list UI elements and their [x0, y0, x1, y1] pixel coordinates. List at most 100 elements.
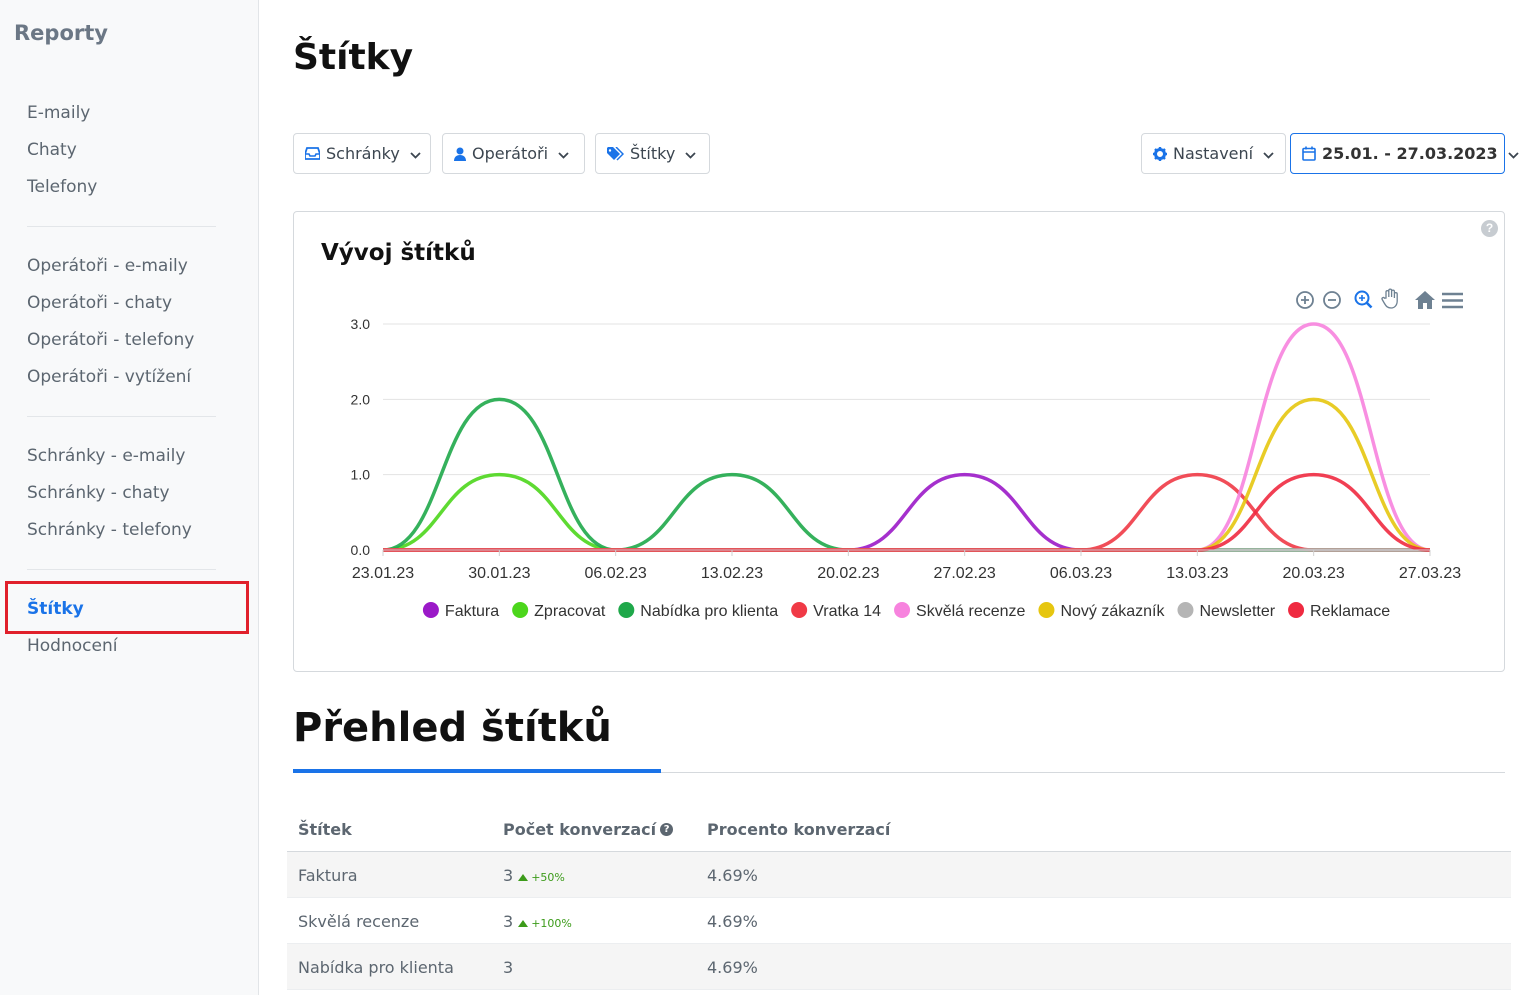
sidebar-divider — [27, 416, 216, 417]
sidebar-item-phones[interactable]: Telefony — [27, 177, 98, 197]
tags-table: Štítek Počet konverzací? Procento konver… — [287, 808, 1511, 990]
y-tick-label: 2.0 — [351, 391, 371, 407]
legend-item[interactable]: Vratka 14 — [791, 602, 881, 620]
y-tick-label: 1.0 — [351, 467, 371, 483]
x-tick-label: 20.03.23 — [1283, 565, 1345, 582]
tag-cell: Skvělá recenze — [298, 912, 420, 931]
legend-item[interactable]: Faktura — [422, 602, 499, 620]
mailboxes-filter-label: Schránky — [326, 144, 400, 163]
table-header: Štítek Počet konverzací? Procento konver… — [287, 808, 1511, 852]
column-header-label: Štítek — [298, 820, 352, 839]
sidebar-item-mailboxes-chats[interactable]: Schránky - chaty — [27, 483, 170, 503]
question-icon[interactable]: ? — [660, 823, 674, 836]
legend-label: Reklamace — [1310, 603, 1390, 620]
zoom-out-icon[interactable] — [1323, 291, 1341, 309]
sidebar-divider — [27, 569, 216, 570]
operators-filter-label: Operátoři — [472, 144, 549, 163]
chart-card: Vývoj štítků ? 0.0 1.0 2.0 3.0 — [293, 211, 1505, 672]
sidebar-item-operators-workload[interactable]: Operátoři - vytížení — [27, 367, 192, 387]
trend-badge: +50% — [518, 871, 565, 884]
help-icon[interactable]: ? — [1481, 220, 1498, 237]
x-tick-label: 06.02.23 — [585, 565, 647, 582]
chevron-down-icon — [1263, 144, 1274, 163]
triangle-up-icon — [518, 874, 529, 881]
sidebar-item-ratings[interactable]: Hodnocení — [27, 636, 118, 656]
legend-item[interactable]: Newsletter — [1177, 602, 1276, 620]
x-tick-label: 20.02.23 — [817, 565, 879, 582]
selection-zoom-icon[interactable] — [1354, 290, 1373, 309]
tag-cell: Nabídka pro klienta — [298, 958, 454, 977]
chevron-down-icon — [410, 144, 421, 163]
x-tick-label: 06.03.23 — [1050, 565, 1112, 582]
percent-cell: 4.69% — [707, 912, 758, 931]
table-row[interactable]: Faktura 3 +50% 4.69% — [287, 852, 1511, 898]
legend-item[interactable]: Nabídka pro klienta — [618, 602, 778, 620]
sidebar-item-operators-phones[interactable]: Operátoři - telefony — [27, 330, 195, 350]
sidebar-item-operators-chats[interactable]: Operátoři - chaty — [27, 293, 173, 313]
legend-marker — [1177, 602, 1194, 618]
count-cell: 3 +100% — [503, 912, 572, 931]
percent-cell: 4.69% — [707, 958, 758, 977]
legend-marker — [894, 602, 911, 618]
x-tick-label: 13.03.23 — [1166, 565, 1228, 582]
legend-marker — [1288, 602, 1305, 618]
zoom-in-icon[interactable] — [1296, 291, 1314, 309]
x-tick-label: 27.03.23 — [1399, 565, 1461, 582]
legend-item[interactable]: Zpracovat — [512, 602, 606, 620]
sidebar-item-operators-emails[interactable]: Operátoři - e-maily — [27, 256, 188, 276]
sidebar: Reporty E-maily Chaty Telefony Operátoři… — [0, 0, 259, 995]
tags-filter-label: Štítky — [630, 144, 676, 163]
legend-label: Faktura — [445, 603, 499, 620]
legend-label: Nový zákazník — [1060, 603, 1165, 620]
trend-value: +100% — [531, 917, 572, 930]
column-header-label: Procento konverzací — [707, 820, 891, 839]
legend-marker — [1038, 602, 1055, 618]
count-cell: 3 — [503, 958, 513, 977]
mailboxes-filter-button[interactable]: Schránky — [293, 133, 431, 174]
page-title: Štítky — [293, 37, 414, 78]
date-range-picker[interactable]: 25.01. - 27.03.2023 — [1290, 133, 1519, 174]
count-value: 3 — [503, 866, 514, 885]
x-tick-label: 27.02.23 — [934, 565, 996, 582]
sidebar-item-tags[interactable]: Štítky — [27, 599, 84, 619]
table-row[interactable]: Nabídka pro klienta 3 4.69% — [287, 944, 1511, 990]
menu-icon[interactable] — [1442, 292, 1463, 309]
sidebar-item-mailboxes-emails[interactable]: Schránky - e-maily — [27, 446, 186, 466]
legend-label: Newsletter — [1199, 603, 1275, 620]
column-header-percent[interactable]: Procento konverzací — [707, 820, 890, 839]
column-header-tag[interactable]: Štítek — [298, 820, 352, 839]
user-icon — [454, 147, 466, 161]
reset-home-icon[interactable] — [1415, 291, 1435, 309]
legend-item[interactable]: Nový zákazník — [1038, 602, 1165, 620]
series-line — [382, 472, 1430, 552]
tags-icon — [607, 146, 624, 161]
operators-filter-button[interactable]: Operátoři — [442, 133, 585, 174]
section-divider — [293, 772, 1505, 773]
sidebar-item-emails[interactable]: E-maily — [27, 103, 91, 123]
column-header-label: Počet konverzací — [503, 820, 657, 839]
date-range-label: 25.01. - 27.03.2023 — [1322, 144, 1498, 163]
pan-icon[interactable] — [1381, 288, 1398, 309]
legend-marker — [791, 602, 808, 618]
count-value: 3 — [503, 912, 514, 931]
inbox-icon — [305, 147, 320, 160]
sidebar-divider — [27, 226, 216, 227]
legend-item[interactable]: Reklamace — [1288, 602, 1390, 620]
gear-icon — [1153, 146, 1167, 161]
legend-label: Skvělá recenze — [916, 603, 1025, 620]
x-tick-label: 23.01.23 — [352, 565, 414, 582]
overview-title: Přehled štítků — [293, 705, 612, 751]
legend-label: Nabídka pro klienta — [640, 603, 778, 620]
table-row[interactable]: Skvělá recenze 3 +100% 4.69% — [287, 898, 1511, 944]
tags-filter-button[interactable]: Štítky — [595, 133, 710, 174]
count-cell: 3 +50% — [503, 866, 565, 885]
legend-label: Zpracovat — [534, 603, 606, 620]
legend-item[interactable]: Skvělá recenze — [894, 602, 1026, 620]
sidebar-item-mailboxes-phones[interactable]: Schránky - telefony — [27, 520, 192, 540]
y-tick-label: 0.0 — [351, 542, 371, 558]
section-accent-underline — [293, 769, 661, 773]
chevron-down-icon — [685, 144, 696, 163]
column-header-count[interactable]: Počet konverzací? — [503, 820, 674, 839]
settings-button[interactable]: Nastavení — [1141, 133, 1286, 174]
sidebar-item-chats[interactable]: Chaty — [27, 140, 77, 160]
